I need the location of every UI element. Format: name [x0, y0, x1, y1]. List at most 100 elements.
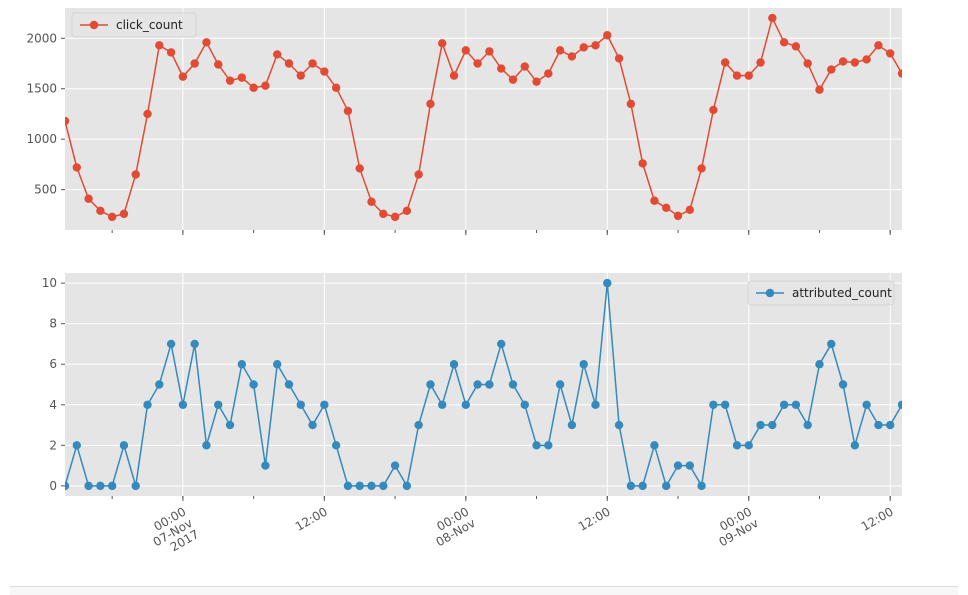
attributed-count-panel: 0 2 4 6 8 10 attributed_count: [42, 273, 902, 501]
data-point: [544, 69, 553, 78]
data-point: [638, 481, 647, 491]
data-point: [261, 461, 270, 470]
data-point: [308, 59, 317, 68]
data-point: [626, 99, 636, 109]
data-point: [508, 380, 518, 389]
data-point: [815, 360, 824, 369]
legend-label: click_count: [116, 18, 183, 32]
data-point: [438, 39, 447, 48]
data-point: [838, 57, 848, 66]
data-point: [886, 49, 895, 58]
data-point: [508, 75, 518, 84]
data-point: [650, 196, 659, 205]
data-point: [897, 69, 902, 78]
x-tick-label: 12:00: [859, 504, 896, 533]
data-point: [65, 481, 70, 491]
y-tick-label: 1000: [26, 132, 57, 146]
data-point: [96, 206, 105, 216]
data-point: [673, 461, 683, 470]
data-point: [697, 481, 706, 491]
data-point: [107, 212, 117, 222]
data-point: [544, 441, 553, 450]
data-point: [567, 420, 577, 430]
x-tick-label: 00:0009-Nov: [710, 504, 761, 549]
data-point: [496, 64, 506, 73]
data-point: [449, 71, 459, 80]
data-point: [555, 46, 565, 55]
data-point: [237, 73, 247, 82]
data-point: [308, 420, 317, 430]
data-point: [214, 60, 223, 69]
data-point: [874, 41, 883, 50]
data-point: [426, 380, 435, 389]
data-point: [72, 163, 81, 172]
data-point: [119, 209, 129, 219]
data-point: [485, 47, 494, 56]
data-point: [791, 400, 801, 409]
data-point: [131, 170, 140, 179]
data-point: [685, 461, 695, 470]
data-point: [532, 441, 541, 450]
data-point: [685, 205, 695, 215]
data-point: [343, 481, 353, 491]
data-point: [367, 197, 376, 206]
data-point: [520, 62, 529, 71]
data-point: [744, 71, 753, 80]
data-point: [343, 106, 353, 116]
data-point: [379, 481, 388, 491]
data-point: [779, 400, 789, 409]
data-point: [485, 380, 494, 389]
data-point: [155, 41, 164, 50]
data-point: [579, 43, 588, 52]
data-point: [331, 83, 341, 92]
data-point: [249, 380, 258, 389]
y-tick-label: 1500: [26, 82, 57, 96]
data-point: [827, 65, 836, 74]
data-point: [555, 380, 565, 389]
data-point: [414, 170, 423, 179]
data-point: [815, 85, 824, 94]
legend-box: [71, 12, 197, 38]
y-tick-label: 8: [49, 317, 57, 331]
data-point: [284, 59, 294, 68]
data-point: [438, 400, 447, 409]
data-point: [697, 164, 706, 173]
x-tick-label: 00:0008-Nov: [427, 504, 478, 549]
data-point: [107, 481, 117, 491]
data-point: [190, 339, 199, 349]
data-point: [272, 360, 282, 369]
data-point: [768, 13, 777, 23]
data-point: [367, 481, 376, 491]
data-point: [744, 441, 753, 450]
data-point: [166, 48, 176, 57]
data-point: [84, 194, 93, 203]
legend-marker: [89, 20, 99, 30]
data-point: [862, 400, 871, 409]
data-point: [331, 441, 341, 450]
data-point: [261, 81, 270, 90]
data-point: [603, 31, 612, 40]
data-point: [897, 400, 902, 409]
data-point: [827, 339, 836, 349]
plot-area: [65, 8, 902, 230]
data-point: [720, 400, 730, 409]
data-point: [402, 206, 412, 216]
legend: click_count: [71, 12, 197, 38]
legend-marker: [765, 288, 775, 298]
data-point: [567, 52, 577, 61]
data-point: [709, 105, 718, 115]
y-tick-label: 10: [42, 276, 57, 290]
data-point: [520, 400, 529, 409]
y-tick-label: 2: [49, 438, 57, 452]
data-point: [614, 54, 624, 63]
data-point: [803, 420, 812, 430]
data-point: [532, 77, 541, 86]
data-point: [390, 212, 400, 222]
data-point: [768, 420, 777, 430]
data-point: [496, 339, 506, 349]
data-point: [131, 481, 140, 491]
data-point: [237, 360, 247, 369]
legend-label: attributed_count: [792, 286, 892, 300]
data-point: [449, 360, 459, 369]
